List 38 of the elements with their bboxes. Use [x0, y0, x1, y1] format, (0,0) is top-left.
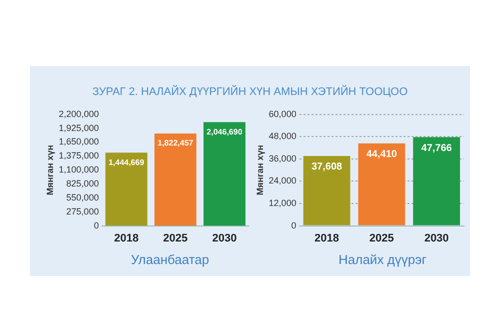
data-label: 1,822,457 — [158, 138, 194, 148]
y-tick-label: 1,650,000 — [58, 136, 99, 147]
data-label: 37,608 — [311, 162, 342, 173]
bar — [204, 122, 246, 226]
x-axis-title: Улаанбаатар — [130, 252, 210, 267]
y-tick-label: 0 — [291, 220, 296, 230]
y-tick-label: 825,000 — [66, 178, 99, 189]
y-axis-title: Мянган хүн — [44, 144, 55, 196]
chart-title: ЗУРАГ 2. НАЛАЙХ ДҮҮРГИЙН ХҮН АМЫН ХЭТИЙН ТООЦОО — [91, 86, 409, 98]
bar — [413, 137, 460, 226]
y-tick-label: 2,200,000 — [58, 108, 99, 119]
bar — [154, 134, 196, 226]
y-tick-label: 48,000 — [268, 131, 296, 142]
data-label: 1,444,669 — [108, 158, 145, 167]
y-tick-label: 275,000 — [66, 206, 99, 216]
x-tick-label: 2018 — [314, 232, 340, 244]
y-tick-label: 550,000 — [66, 192, 99, 202]
x-tick-label: 2030 — [424, 232, 449, 244]
y-tick-label: 1,375,000 — [58, 150, 99, 161]
bar — [105, 152, 148, 226]
bar — [303, 156, 350, 226]
y-tick-label: 1,100,000 — [58, 164, 99, 175]
x-axis-title: Налайх дүүрэг — [338, 252, 428, 267]
x-tick-label: 2018 — [114, 232, 139, 244]
y-tick-label: 0 — [94, 220, 99, 230]
x-tick-label: 2025 — [163, 232, 188, 244]
y-tick-label: 1,925,000 — [58, 122, 99, 133]
y-tick-label: 12,000 — [268, 198, 296, 208]
data-label: 47,766 — [421, 142, 452, 154]
y-tick-label: 24,000 — [268, 176, 296, 186]
x-tick-label: 2030 — [212, 232, 237, 244]
x-tick-label: 2025 — [369, 232, 394, 244]
y-tick-label: 60,000 — [268, 108, 296, 119]
data-label: 2,046,690 — [206, 127, 243, 136]
bar — [358, 143, 406, 226]
y-tick-label: 36,000 — [268, 153, 296, 164]
y-axis-title: Мянган хүн — [254, 144, 265, 196]
data-label: 44,410 — [366, 149, 398, 160]
